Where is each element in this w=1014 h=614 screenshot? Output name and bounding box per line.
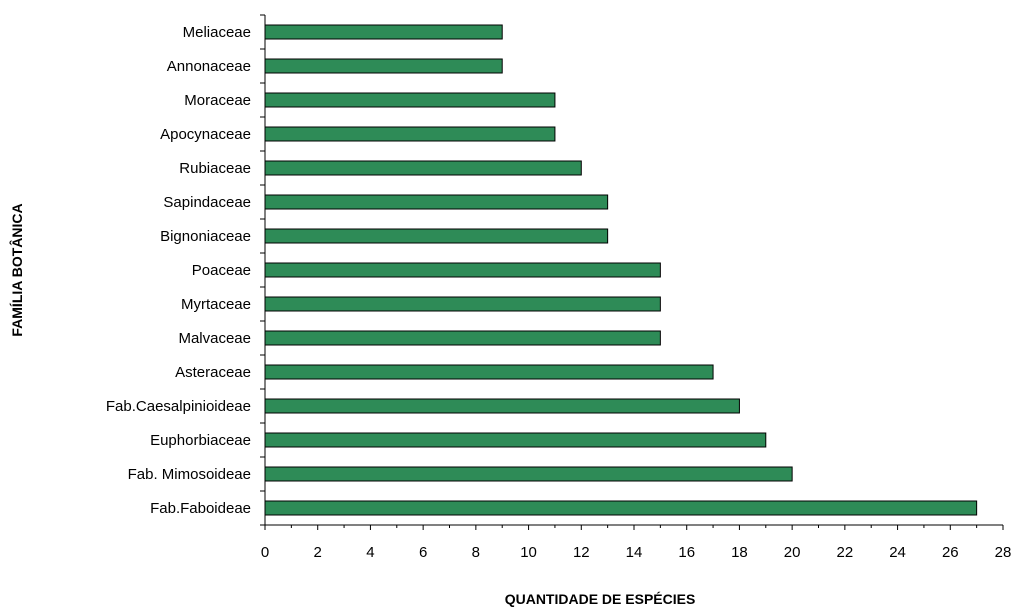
category-label: Malvaceae bbox=[178, 330, 251, 347]
category-label: Sapindaceae bbox=[163, 194, 251, 211]
bar bbox=[264, 228, 609, 244]
category-label: Myrtaceae bbox=[181, 296, 251, 313]
y-axis bbox=[260, 14, 266, 526]
x-tick-label: 16 bbox=[678, 544, 695, 561]
x-tick-label: 28 bbox=[995, 544, 1012, 561]
category-label: Rubiaceae bbox=[179, 160, 251, 177]
category-label: Asteraceae bbox=[175, 364, 251, 381]
x-tick-label: 4 bbox=[366, 544, 374, 561]
x-tick-label: 14 bbox=[626, 544, 643, 561]
bar bbox=[264, 24, 503, 40]
x-tick-label: 18 bbox=[731, 544, 748, 561]
bar bbox=[264, 500, 978, 516]
category-label: Poaceae bbox=[192, 262, 251, 279]
x-tick-label: 6 bbox=[419, 544, 427, 561]
category-label: Moraceae bbox=[184, 92, 251, 109]
bar bbox=[264, 92, 556, 108]
x-tick-label: 12 bbox=[573, 544, 590, 561]
category-label: Annonaceae bbox=[167, 58, 251, 75]
bar bbox=[264, 330, 661, 346]
category-label: Apocynaceae bbox=[160, 126, 251, 143]
x-tick-label: 20 bbox=[784, 544, 801, 561]
bar bbox=[264, 194, 609, 210]
x-tick-label: 24 bbox=[889, 544, 906, 561]
category-label: Fab.Faboideae bbox=[150, 500, 251, 517]
x-tick-label: 0 bbox=[261, 544, 269, 561]
bar bbox=[264, 160, 582, 176]
bar bbox=[264, 296, 661, 312]
category-label: Fab.Caesalpinioideae bbox=[106, 398, 251, 415]
x-tick-label: 8 bbox=[472, 544, 480, 561]
bar bbox=[264, 262, 661, 278]
x-tick-label: 2 bbox=[314, 544, 322, 561]
category-label: Fab. Mimosoideae bbox=[128, 466, 251, 483]
x-tick-label: 10 bbox=[520, 544, 537, 561]
y-axis-title: FAMÍLIA BOTÂNICA bbox=[8, 203, 25, 336]
bar bbox=[264, 364, 714, 380]
bar bbox=[264, 126, 556, 142]
category-label: Meliaceae bbox=[183, 24, 251, 41]
bar bbox=[264, 398, 740, 414]
x-tick-label: 26 bbox=[942, 544, 959, 561]
x-axis-title: QUANTIDADE DE ESPÉCIES bbox=[505, 591, 696, 607]
x-tick-label: 22 bbox=[837, 544, 854, 561]
bar bbox=[264, 466, 793, 482]
x-axis: 0 2 4 6 8 10 12 14 16 18 20 22 24 26 28 bbox=[261, 524, 1012, 561]
bar bbox=[264, 432, 767, 448]
category-labels-group: Meliaceae Annonaceae Moraceae Apocynaceae Ru… bbox=[106, 24, 251, 517]
category-label: Bignoniaceae bbox=[160, 228, 251, 245]
bar bbox=[264, 58, 503, 74]
category-label: Euphorbiaceae bbox=[150, 432, 251, 449]
bars-group bbox=[264, 24, 978, 516]
